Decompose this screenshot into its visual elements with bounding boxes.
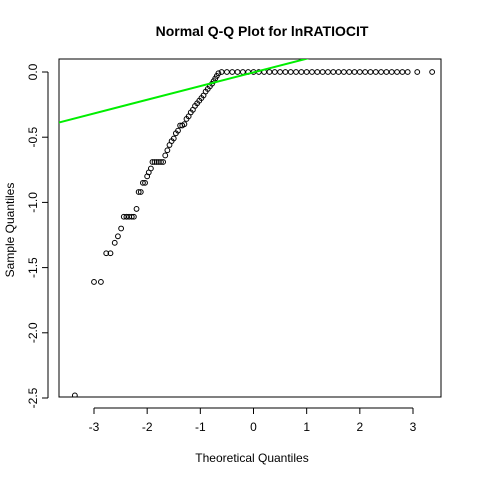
data-point	[137, 189, 144, 195]
data-point	[147, 165, 154, 172]
y-axis: -2.5 -2.0 -1.5 -1.0 -0.5 0.0	[26, 63, 49, 408]
x-tick-label: 1	[303, 420, 310, 434]
data-point	[399, 69, 406, 75]
data-point	[404, 69, 411, 75]
data-point	[356, 69, 363, 75]
data-point	[218, 69, 225, 75]
data-point	[325, 69, 331, 75]
data-point	[362, 69, 369, 75]
data-point	[107, 250, 114, 257]
data-point	[346, 69, 353, 75]
data-point	[429, 69, 436, 75]
plot-box	[58, 58, 442, 398]
data-point	[303, 69, 310, 75]
data-point	[266, 69, 273, 75]
data-point	[298, 69, 305, 75]
plot-area	[59, 59, 436, 397]
data-point	[340, 69, 347, 75]
data-point	[229, 69, 236, 75]
data-point	[215, 70, 222, 77]
data-point	[314, 69, 321, 75]
data-point	[164, 147, 171, 154]
data-point	[378, 69, 385, 75]
data-point	[158, 159, 164, 165]
chart-title: Normal Q-Q Plot for lnRATIOCIT	[156, 23, 369, 39]
data-point	[91, 279, 97, 285]
x-axis-label: Theoretical Quantiles	[195, 451, 308, 465]
data-point	[234, 69, 241, 75]
data-point	[277, 69, 283, 75]
data-point	[319, 69, 326, 75]
data-point	[414, 69, 421, 75]
data-point	[162, 152, 169, 159]
x-axis: -3 -2 -1 0 1 2 3	[89, 407, 417, 434]
data-point	[383, 69, 390, 75]
reference-line	[59, 59, 310, 124]
data-point	[175, 127, 181, 134]
data-point	[351, 69, 358, 75]
x-tick-label: 0	[250, 420, 257, 434]
data-point	[287, 69, 294, 75]
data-point	[153, 159, 160, 165]
data-point	[335, 69, 342, 75]
data-point	[293, 69, 299, 75]
x-tick-label: 3	[410, 420, 417, 434]
y-axis-label: Sample Quantiles	[3, 183, 17, 278]
data-point	[111, 239, 118, 246]
data-point	[181, 121, 188, 128]
data-point	[133, 206, 140, 212]
data-point	[118, 225, 125, 232]
data-point	[367, 69, 374, 75]
data-point	[123, 213, 130, 220]
x-tick-label: -3	[89, 420, 100, 434]
y-tick-label: -1.5	[26, 257, 40, 278]
data-point	[155, 159, 162, 165]
data-point	[130, 213, 137, 220]
data-point	[142, 179, 148, 186]
data-point	[135, 189, 142, 195]
data-point	[170, 135, 177, 142]
x-tick-label: -1	[195, 420, 206, 434]
data-point	[330, 69, 337, 75]
y-tick-label: -1.0	[26, 192, 40, 213]
data-point	[103, 250, 110, 257]
y-tick-label: -2.0	[26, 322, 40, 343]
data-point	[98, 279, 104, 285]
data-point	[120, 213, 127, 220]
data-point	[149, 159, 156, 165]
data-point	[115, 233, 121, 240]
data-point	[372, 69, 379, 75]
data-points	[71, 69, 436, 397]
y-tick-label: 0.0	[26, 63, 40, 80]
data-point	[140, 179, 146, 186]
y-tick-label: -0.5	[26, 127, 40, 148]
data-point	[71, 392, 78, 397]
data-point	[224, 69, 230, 75]
x-tick-label: 2	[356, 420, 363, 434]
data-point	[394, 69, 400, 75]
y-tick-label: -2.5	[26, 387, 40, 408]
data-point	[128, 213, 135, 220]
data-point	[282, 69, 289, 75]
data-point	[151, 159, 158, 165]
x-tick-label: -2	[142, 420, 153, 434]
data-point	[388, 69, 395, 75]
data-point	[160, 159, 167, 165]
data-point	[309, 69, 315, 75]
data-point	[271, 69, 278, 75]
